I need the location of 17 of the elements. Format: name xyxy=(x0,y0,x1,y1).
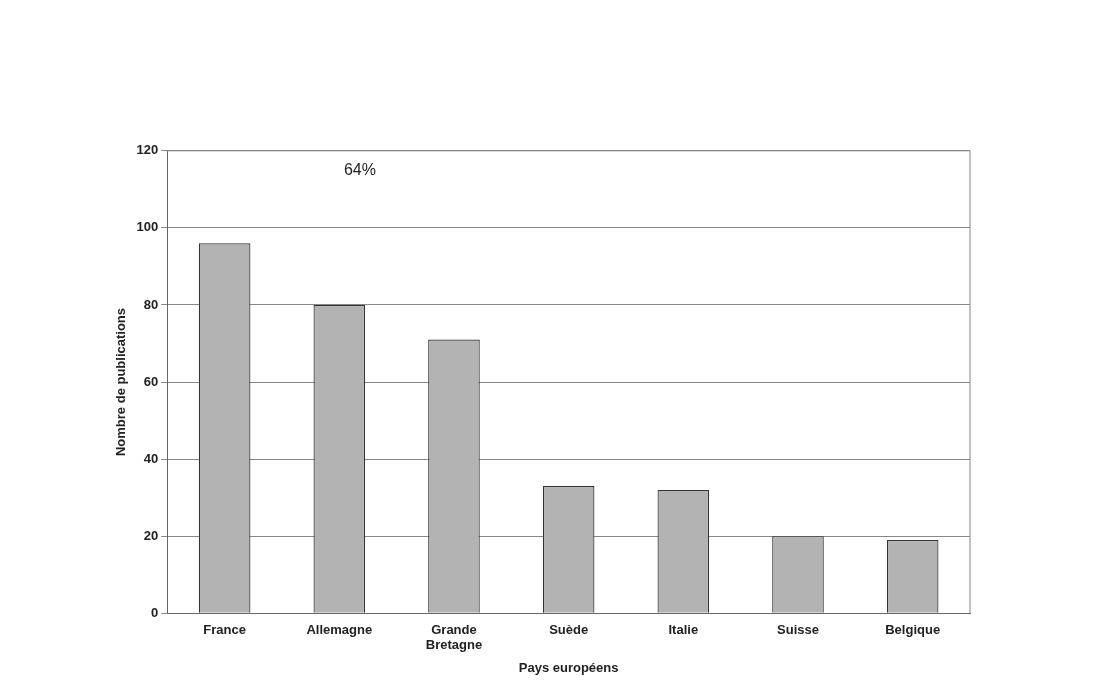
y-tick-label: 120 xyxy=(136,142,159,158)
y-axis-title: Nombre de publications xyxy=(113,307,129,457)
x-tick-label: Suède xyxy=(549,621,589,637)
x-axis-title: Pays européens xyxy=(518,659,619,675)
x-tick-label: France xyxy=(203,621,246,637)
x-tick-label: Allemagne xyxy=(306,621,373,637)
y-tick-label: 100 xyxy=(136,219,159,235)
annotation: 64% xyxy=(343,161,376,179)
y-tick-label: 80 xyxy=(143,296,159,312)
x-tick-label: Belgique xyxy=(885,621,941,637)
y-tick-label: 20 xyxy=(143,527,159,543)
x-tick-label: Grande Bretagne xyxy=(425,621,483,653)
x-tick-label: Suisse xyxy=(777,621,819,637)
x-tick-label: Italie xyxy=(668,621,699,637)
y-tick-label: 40 xyxy=(143,450,159,466)
y-tick-label: 0 xyxy=(151,604,159,620)
y-tick-label: 60 xyxy=(143,373,159,389)
